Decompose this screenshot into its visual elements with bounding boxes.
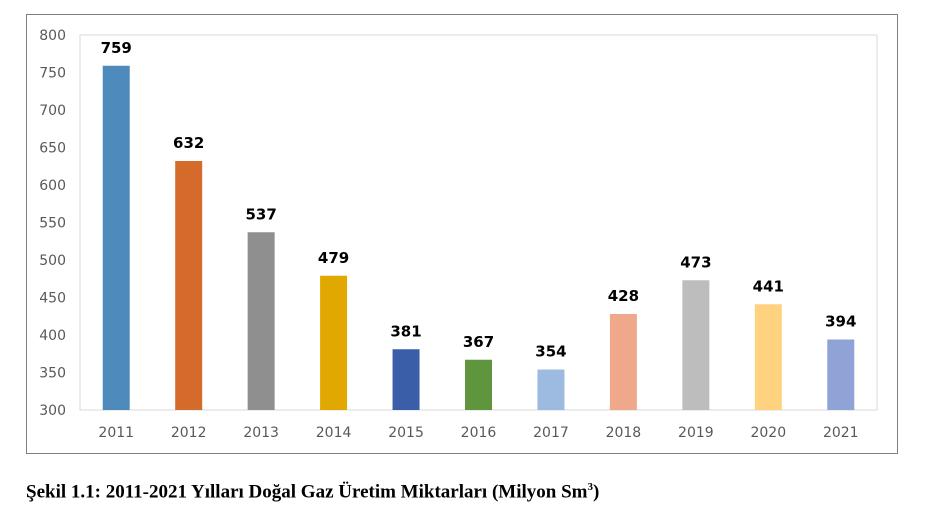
bar-2020 — [754, 304, 782, 410]
x-tick-label: 2015 — [388, 425, 424, 441]
x-tick-label: 2016 — [461, 425, 497, 441]
data-label: 394 — [825, 313, 856, 331]
bar-chart: 300 350 400 450 500 550 600 650 700 750 800 759 2011… — [39, 28, 878, 441]
y-tick-label: 450 — [39, 291, 66, 307]
data-label: 537 — [245, 205, 276, 223]
bar-2017 — [537, 369, 565, 410]
y-tick-label: 650 — [39, 141, 66, 157]
y-tick-label: 700 — [39, 103, 66, 119]
data-label: 354 — [535, 343, 566, 361]
data-label: 759 — [101, 39, 132, 57]
data-label: 479 — [318, 249, 349, 267]
bar-2014 — [320, 275, 348, 410]
y-tick-label: 600 — [39, 178, 66, 194]
bar-2019 — [682, 280, 710, 410]
y-tick-label: 350 — [39, 366, 66, 382]
caption-text: Şekil 1.1: 2011-2021 Yılları Doğal Gaz Ü… — [26, 481, 588, 503]
x-tick-label: 2020 — [750, 425, 786, 441]
bar-2011 — [102, 65, 130, 410]
data-label: 441 — [753, 277, 784, 295]
data-label: 367 — [463, 333, 494, 351]
caption-superscript: 3 — [587, 481, 594, 493]
x-tick-label: 2017 — [533, 425, 569, 441]
data-label: 381 — [390, 322, 421, 340]
data-label: 473 — [680, 253, 711, 271]
caption-close: ) — [593, 481, 600, 503]
figure-caption: Şekil 1.1: 2011-2021 Yılları Doğal Gaz Ü… — [26, 481, 599, 503]
data-label: 632 — [173, 134, 204, 152]
bar-2015 — [392, 349, 420, 410]
bar-2016 — [465, 359, 492, 410]
data-label: 428 — [608, 287, 639, 305]
y-tick-label: 550 — [39, 216, 66, 232]
y-tick-label: 800 — [39, 28, 66, 44]
y-tick-label: 400 — [39, 328, 66, 344]
bar-2013 — [247, 232, 275, 410]
x-tick-label: 2012 — [171, 425, 207, 441]
x-tick-label: 2011 — [98, 425, 134, 441]
x-tick-label: 2021 — [823, 425, 859, 441]
y-tick-label: 750 — [39, 66, 66, 82]
y-tick-label: 300 — [39, 403, 66, 419]
x-tick-label: 2019 — [678, 425, 714, 441]
chart-frame — [26, 14, 898, 454]
x-tick-label: 2014 — [316, 425, 352, 441]
y-tick-label: 500 — [39, 253, 66, 269]
x-tick-label: 2018 — [606, 425, 642, 441]
bar-2021 — [827, 339, 855, 410]
bar-2012 — [175, 161, 203, 410]
x-tick-label: 2013 — [243, 425, 279, 441]
bar-2018 — [609, 314, 637, 410]
